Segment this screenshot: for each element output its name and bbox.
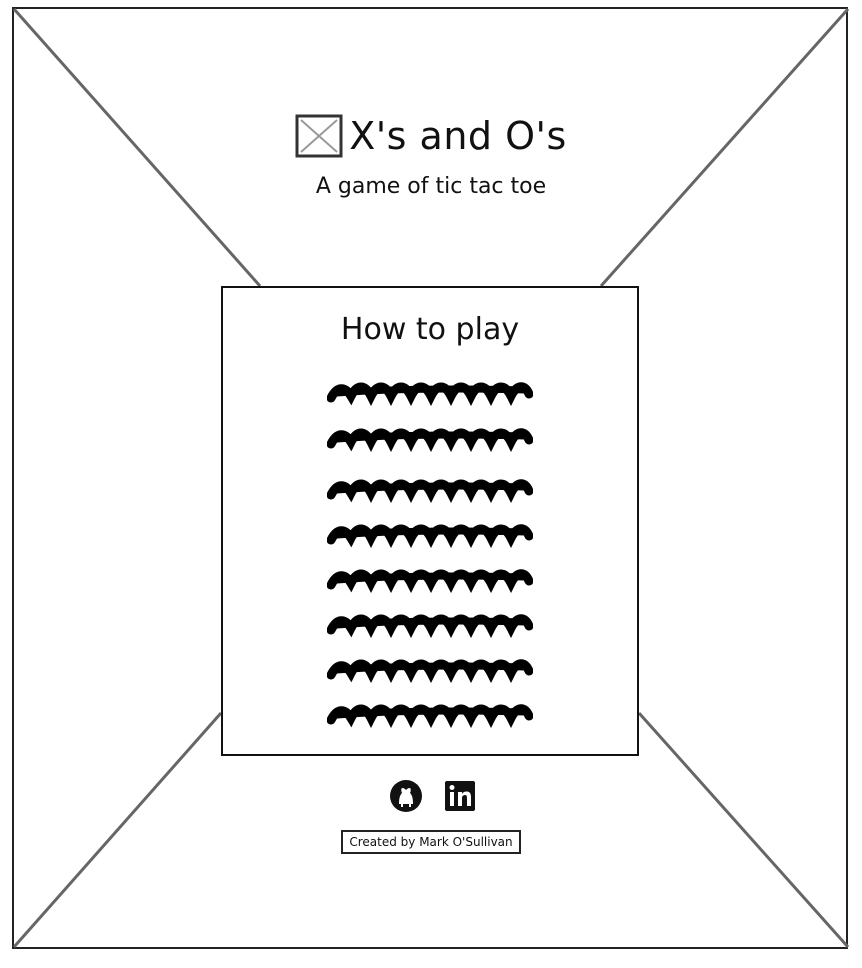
page-subtitle: A game of tic tac toe	[315, 174, 547, 199]
text-scribble-line	[327, 704, 533, 728]
text-scribble-line	[327, 659, 533, 683]
author-credit: Created by Mark O'Sullivan	[341, 830, 521, 854]
page-header: X's and O's A game of tic tac toe	[0, 114, 862, 199]
text-scribble-line	[327, 614, 533, 638]
title-row: X's and O's	[295, 114, 567, 158]
linkedin-icon[interactable]	[442, 778, 478, 814]
how-to-play-title: How to play	[340, 312, 520, 347]
text-scribble-line	[327, 382, 533, 406]
github-icon[interactable]	[388, 778, 424, 814]
text-scribble-line	[327, 428, 533, 452]
text-scribble-line	[327, 524, 533, 548]
text-scribble-line	[327, 569, 533, 593]
text-scribble-line	[327, 479, 533, 503]
page-title: X's and O's	[349, 114, 567, 158]
image-placeholder-icon	[295, 114, 343, 158]
social-links	[388, 778, 478, 814]
wireframe-page-frame	[12, 7, 848, 949]
how-to-play-panel: How to play	[221, 286, 639, 756]
